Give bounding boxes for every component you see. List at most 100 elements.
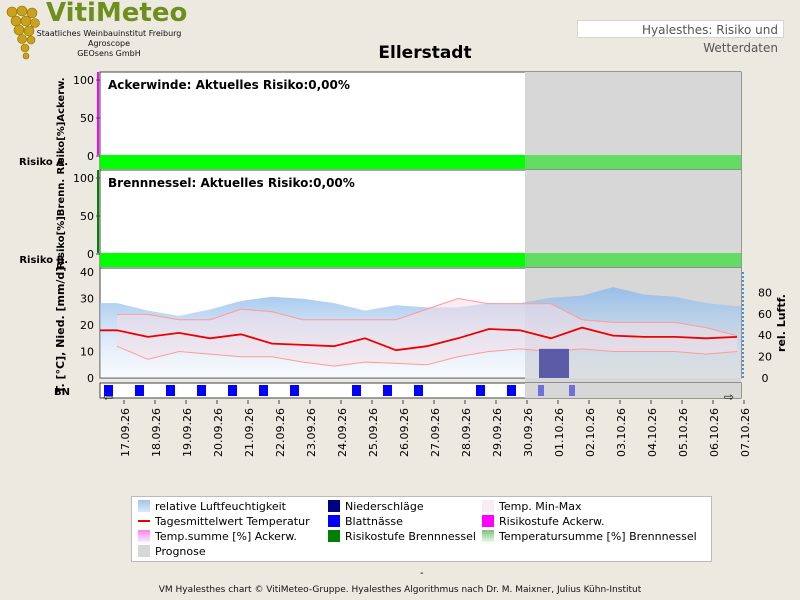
forecast-shade <box>525 170 741 268</box>
forecast-swatch-icon <box>138 545 150 557</box>
y2-tick-label: 0 <box>762 372 769 385</box>
logo-title: VitiMeteo <box>46 0 188 28</box>
legend-item: Temp.summe [%] Ackerw. <box>138 529 297 544</box>
x-tick-label: 27.09.26 <box>429 408 442 457</box>
leafwet-bar <box>507 385 516 396</box>
y-tick-label: 30 <box>80 293 94 306</box>
x-tick-label: 03.10.26 <box>615 408 628 457</box>
leafwet-bar <box>104 385 113 396</box>
y-tick-label: 40 <box>80 266 94 279</box>
panel-title: Brennnessel: Aktuelles Risiko:0,00% <box>108 176 355 190</box>
leafwet-bar <box>538 385 544 396</box>
panel-brennnessel: 0 50 100 Brennnessel: Aktuelles Risiko:0,00… <box>19 169 742 269</box>
chart-title: Ellerstadt <box>378 43 472 63</box>
humidity-swatch-icon <box>138 500 150 512</box>
y2-tick-label: 20 <box>758 351 772 364</box>
temp-mean-line <box>100 326 738 352</box>
risk-level-bar-forecast <box>525 253 741 267</box>
legend-item: Prognose <box>138 544 206 559</box>
x-tick-label: 21.09.26 <box>243 408 256 457</box>
y-tick-label: 50 <box>80 112 94 125</box>
y-axis-label: T. [°C], Nied. [mm/d] <box>54 267 67 394</box>
x-tick-label: 25.09.26 <box>367 408 380 457</box>
minmax-swatch-icon <box>482 500 494 512</box>
y-axis-label: Risiko[%]Ackerw. <box>56 77 67 174</box>
org-line: Agroscope <box>87 39 131 48</box>
x-tick-label: 04.10.26 <box>646 408 659 457</box>
date-axis: 17.09.26 18.09.26 19.09.26 20.09.26 21.09.26… <box>119 400 752 457</box>
risk-level-bar-forecast <box>525 155 741 169</box>
y2-axis-label: rel. Luftf. <box>775 294 788 352</box>
leafwet-bar <box>476 385 485 396</box>
grape-logo-icon <box>6 5 40 60</box>
x-tick-label: 30.09.26 <box>522 408 535 457</box>
x-tick-label: 22.09.26 <box>274 408 287 457</box>
magenta-swatch-icon <box>482 515 494 527</box>
x-tick-label: 18.09.26 <box>150 408 163 457</box>
scroll-left-icon: ⇦ <box>103 390 113 404</box>
x-tick-label: 05.10.26 <box>677 408 690 457</box>
temp-minmax-band <box>117 298 737 367</box>
page-tab-title[interactable]: Hyalesthes: Risiko und Wetterdaten <box>577 20 784 55</box>
tsum-b-swatch-icon <box>482 530 494 542</box>
y-tick-label: 50 <box>80 210 94 223</box>
risk-level-bar <box>100 253 525 267</box>
x-tick-label: 01.10.26 <box>553 408 566 457</box>
leafwet-bar <box>352 385 361 396</box>
leafwet-bar <box>569 385 575 396</box>
temp-line-swatch-icon <box>138 520 150 522</box>
leafwet-bar <box>414 385 423 396</box>
leafwet-bar <box>383 385 392 396</box>
legend-item: Tagesmittelwert Temperatur <box>138 514 310 529</box>
footer-dash: - <box>420 568 424 579</box>
legend-item: Temp. Min-Max <box>482 499 582 514</box>
y2-tick-label: 60 <box>758 308 772 321</box>
panel-title: Ackerwinde: Aktuelles Risiko:0,00% <box>108 78 350 92</box>
x-tick-label: 02.10.26 <box>584 408 597 457</box>
risk-level-bar <box>100 155 525 169</box>
x-tick-label: 06.10.26 <box>708 408 721 457</box>
legend-item: Blattnässe <box>328 514 403 529</box>
x-tick-label: 28.09.26 <box>460 408 473 457</box>
forecast-shade <box>525 72 741 170</box>
leafwet-bar <box>228 385 237 396</box>
leafwet-forecast <box>525 383 741 398</box>
leafwet-bar <box>290 385 299 396</box>
legend-item: Temperatursumme [%] Brennnessel <box>482 529 697 544</box>
darkgreen-swatch-icon <box>328 530 340 542</box>
precip-bar <box>539 348 569 378</box>
y-tick-label: 100 <box>73 74 94 87</box>
y-tick-label: 20 <box>80 319 94 332</box>
y-tick-label: 100 <box>73 172 94 185</box>
y-tick-label: 0 <box>87 248 94 261</box>
panel-ackerwinde: 0 50 100 Ackerwinde: Aktuelles Risiko:0,00%… <box>19 71 742 175</box>
y-axis-label: Risiko[%]Brenn. <box>56 179 67 269</box>
row-label: Risiko B. <box>19 255 68 266</box>
legend-item: relative Luftfeuchtigkeit <box>138 499 286 514</box>
temp-min-line <box>116 345 738 367</box>
leafwet-bar <box>197 385 206 396</box>
row-label: Risiko A. <box>19 157 68 168</box>
legend-item: Risikostufe Brennnessel <box>328 529 476 544</box>
leafwet-bar <box>259 385 268 396</box>
precip-swatch-icon <box>328 500 340 512</box>
legend: relative Luftfeuchtigkeit Niederschläge … <box>131 496 712 562</box>
x-tick-label: 24.09.26 <box>336 408 349 457</box>
x-tick-label: 23.09.26 <box>305 408 318 457</box>
leafwet-bar <box>166 385 175 396</box>
leafwet-bar <box>135 385 144 396</box>
x-tick-label: 29.09.26 <box>491 408 504 457</box>
y2-tick-label: 40 <box>758 329 772 342</box>
legend-item: Risikostufe Ackerw. <box>482 514 604 529</box>
row-label: BN <box>54 387 70 398</box>
legend-item: Niederschläge <box>328 499 424 514</box>
y2-tick-label: 80 <box>758 286 772 299</box>
y-tick-label: 0 <box>87 150 94 163</box>
tsum-a-swatch-icon <box>138 530 150 542</box>
footer-credit: VM Hyalesthes chart © VitiMeteo-Gruppe. … <box>158 585 642 595</box>
y-tick-label: 0 <box>87 372 94 385</box>
org-line: Staatliches Weinbauinstitut Freiburg <box>36 29 182 38</box>
x-tick-label: 26.09.26 <box>398 408 411 457</box>
x-tick-label: 17.09.26 <box>119 408 132 457</box>
